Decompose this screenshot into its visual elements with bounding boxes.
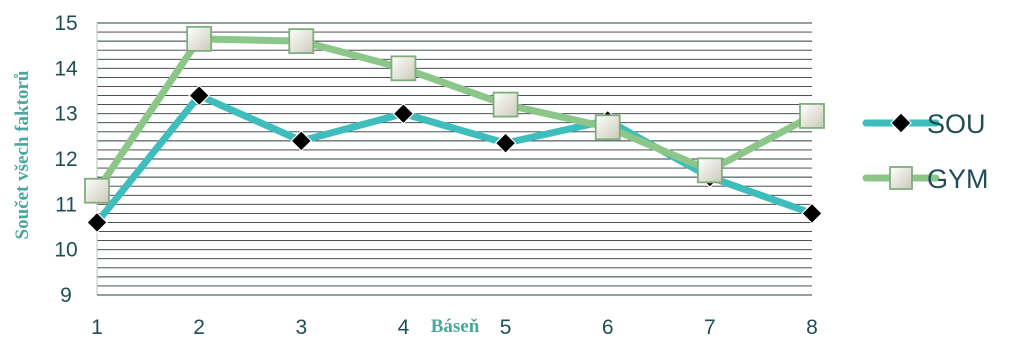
diamond-marker [890,112,912,134]
y-tick-label: 11 [55,193,77,216]
y-tick-label: 15 [54,12,77,35]
series-lines [93,35,816,226]
x-tick-label: 4 [398,316,410,339]
diamond-marker [392,102,415,125]
axes [96,23,812,296]
diamond-marker [188,84,210,107]
series-markers [84,25,825,234]
x-tick-label: 6 [602,316,614,339]
square-marker [288,28,315,55]
square-marker [186,25,213,52]
y-tick-label: 9 [60,284,72,307]
x-tick-label: 1 [91,316,103,339]
square-marker [889,166,913,190]
y-tick-label: 13 [54,103,77,126]
diamond-marker [801,202,823,225]
y-axis-title: Součet všech faktorů [12,70,33,239]
x-tick-label: 8 [806,316,818,339]
square-marker [799,103,825,129]
x-tick-label: 2 [193,316,205,339]
series-line-gym [93,35,816,195]
legend: SOU GYM [862,109,989,194]
diamond-marker [290,130,313,152]
square-marker [696,157,723,184]
diamond-marker [86,211,108,234]
y-tick-label: 10 [54,239,77,262]
x-tick-label: 7 [704,316,716,339]
x-tick-label: 3 [295,316,307,339]
square-marker [594,114,621,141]
x-axis-title: Báseň [431,316,480,337]
y-tick-label: 14 [54,57,78,80]
series-line-sou [93,92,816,226]
x-tick-label: 5 [500,316,512,339]
gridlines [97,22,812,287]
square-marker [84,177,110,204]
square-marker [390,55,417,82]
legend-label-gym: GYM [927,164,989,194]
y-tick-label: 12 [54,148,77,171]
square-marker [492,91,519,118]
legend-label-sou: SOU [927,109,986,139]
diamond-marker [494,132,517,154]
